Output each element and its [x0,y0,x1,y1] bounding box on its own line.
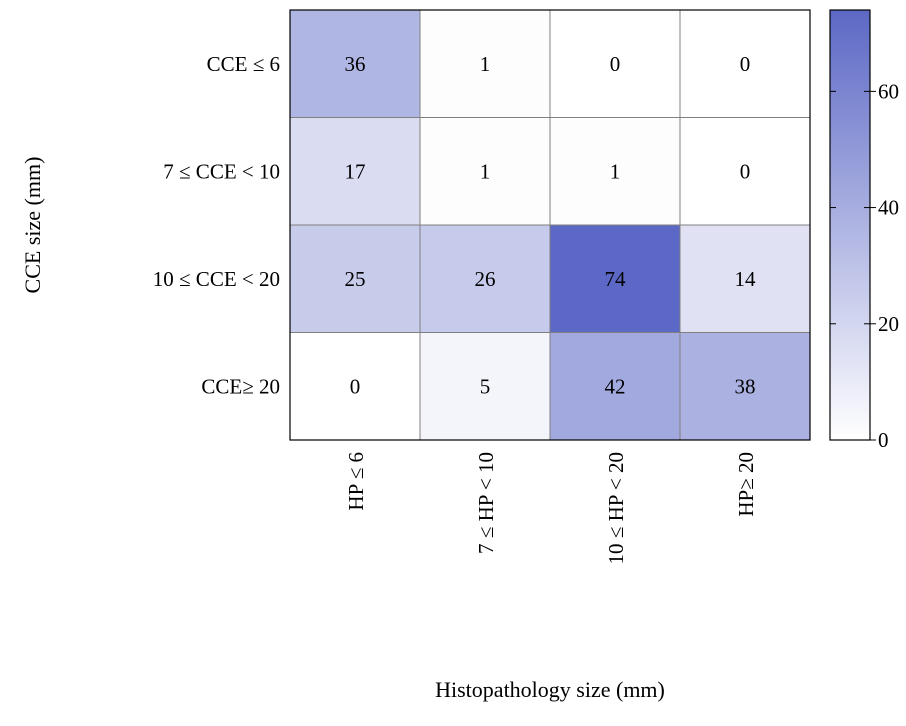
heatmap-cell [679,332,811,441]
cell-value-label: 0 [610,52,621,76]
x-axis-label: Histopathology size (mm) [435,677,665,702]
heatmap-cells: 36 1 0 0 17 1 1 0 25 26 74 14 0 5 42 38 [289,9,811,441]
colorbar-ticks: 0 20 40 60 [830,79,899,452]
y-tick-label: CCE≥ 20 [201,374,280,398]
heatmap-cell [679,224,811,333]
x-tick-labels: HP ≤ 6 7 ≤ HP < 10 10 ≤ HP < 20 HP≥ 20 [344,452,758,564]
y-axis-label: CCE size (mm) [20,157,45,294]
heatmap-cell [289,332,421,441]
cell-value-label: 17 [345,159,366,183]
x-tick-label: HP≥ 20 [734,452,758,517]
heatmap-cell [549,332,681,441]
heatmap-cell [289,117,421,226]
heatmap-cell [419,224,551,333]
x-tick-label: 10 ≤ HP < 20 [604,452,628,564]
cell-value-label: 38 [735,374,756,398]
colorbar: 0 20 40 60 [829,9,899,452]
y-tick-label: 10 ≤ CCE < 20 [153,267,280,291]
heatmap-cell [679,9,811,118]
heatmap-cell [419,117,551,226]
heatmap-cell [289,9,421,118]
cell-value-label: 0 [350,374,361,398]
y-tick-label: 7 ≤ CCE < 10 [163,159,280,183]
cell-value-label: 36 [345,52,366,76]
cell-value-label: 74 [605,267,627,291]
colorbar-gradient [830,10,870,440]
y-tick-label: CCE ≤ 6 [207,52,280,76]
heatmap-cell [679,117,811,226]
cell-value-label: 1 [610,159,621,183]
y-tick-labels: CCE ≤ 6 7 ≤ CCE < 10 10 ≤ CCE < 20 CCE≥ 20 [153,52,280,399]
cell-value-label: 1 [480,52,491,76]
heatmap-cell [419,332,551,441]
cell-value-label: 25 [345,267,366,291]
x-tick-label: 7 ≤ HP < 10 [474,452,498,554]
cell-value-label: 0 [740,159,751,183]
cell-value-label: 14 [735,267,757,291]
colorbar-tick-label: 60 [878,79,899,103]
heatmap-cell [419,9,551,118]
cell-value-label: 26 [475,267,496,291]
colorbar-frame [829,9,871,441]
cell-value-label: 1 [480,159,491,183]
colorbar-tick-label: 20 [878,312,899,336]
cell-value-label: 5 [480,374,491,398]
colorbar-tick-label: 0 [878,428,889,452]
plot-frame [289,9,811,441]
cell-value-label: 42 [605,374,626,398]
colorbar-tick-label: 40 [878,196,899,220]
cell-value-label: 0 [740,52,751,76]
x-tick-label: HP ≤ 6 [344,452,368,511]
